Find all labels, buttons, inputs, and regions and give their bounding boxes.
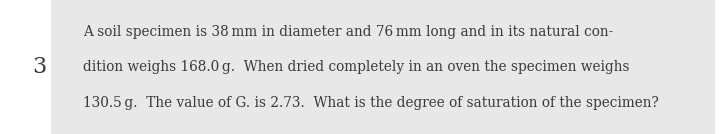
Text: A soil specimen is 38 mm in diameter and 76 mm long and in its natural con-: A soil specimen is 38 mm in diameter and… <box>83 25 613 39</box>
Text: 3: 3 <box>32 56 47 78</box>
Text: dition weighs 168.0 g.  When dried completely in an oven the specimen weighs: dition weighs 168.0 g. When dried comple… <box>83 60 630 74</box>
Text: 130.5 g.  The value of G. is 2.73.  What is the degree of saturation of the spec: 130.5 g. The value of G. is 2.73. What i… <box>83 96 658 110</box>
FancyBboxPatch shape <box>51 0 715 134</box>
